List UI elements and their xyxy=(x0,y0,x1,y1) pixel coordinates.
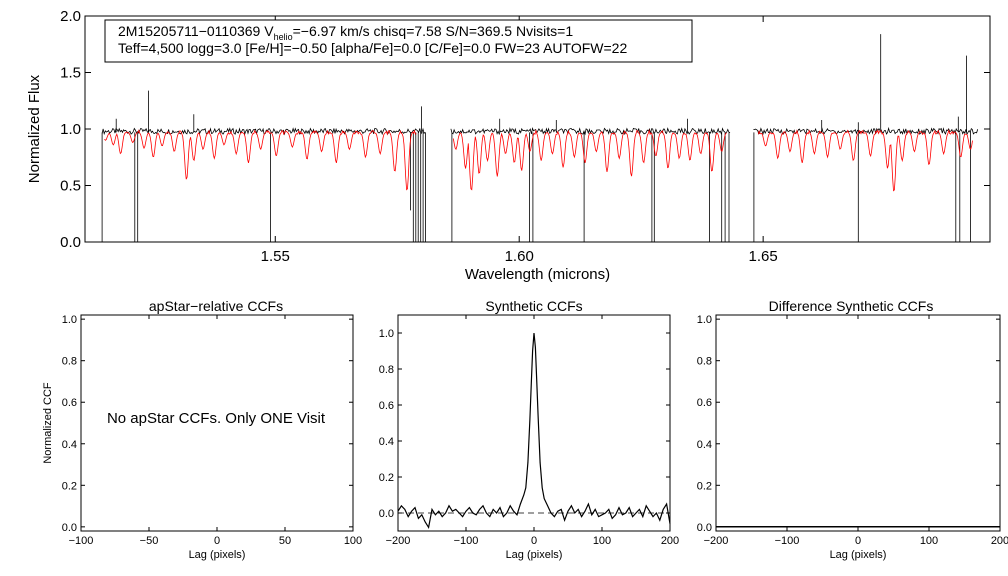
difference-ccf-panel: −200 −100 0 100 200 0.0 0.2 0.4 0.6 0.8 1.0 Lag (pi… xyxy=(697,314,1008,561)
x-tick-label: −50 xyxy=(140,535,159,547)
x-tick-label: −100 xyxy=(454,535,479,547)
x-tick-label: 100 xyxy=(920,535,938,547)
apstar-panel-title: apStar−relative CCFs xyxy=(149,298,283,314)
y-tick-label: 0.8 xyxy=(379,364,394,376)
observed-spectrum-line xyxy=(101,34,979,242)
x-axis-label: Lag (pixels) xyxy=(506,549,563,561)
x-tick-label: 0 xyxy=(214,535,220,547)
y-tick-label: 0.4 xyxy=(379,436,394,448)
x-tick-label: −200 xyxy=(704,535,729,547)
y-tick-label: 0.2 xyxy=(379,472,394,484)
y-tick-label: 0.0 xyxy=(62,522,77,534)
synthetic-ccf-panel: −200 −100 0 100 200 0.0 0.2 0.4 0.6 0.8 1.0 Lag (pi… xyxy=(379,314,679,561)
y-tick-label: 0.6 xyxy=(62,397,77,409)
spectrum-panel: 1.55 1.60 1.65 0.0 0.5 1.0 1.5 2.0 Wavelength (m… xyxy=(26,8,991,283)
y-tick-label: 0.5 xyxy=(60,178,81,195)
synthetic-ccf-line xyxy=(397,332,671,530)
synthetic-panel-title: Synthetic CCFs xyxy=(485,298,582,314)
y-tick-label: 1.0 xyxy=(697,314,712,326)
x-tick-label: 1.65 xyxy=(749,248,778,265)
y-tick-label: 0.4 xyxy=(62,439,77,451)
model-spectrum-line xyxy=(104,128,973,192)
y-tick-label: 2.0 xyxy=(60,8,81,25)
y-tick-label: 1.0 xyxy=(60,121,81,138)
y-tick-label: 0.6 xyxy=(697,397,712,409)
spectrum-annotation-line2: Teff=4,500 logg=3.0 [Fe/H]=−0.50 [alpha/… xyxy=(118,40,627,56)
x-tick-label: −200 xyxy=(386,535,411,547)
plot-frame xyxy=(397,314,671,532)
y-tick-label: 0.0 xyxy=(60,234,81,251)
y-tick-label: 0.2 xyxy=(62,480,77,492)
x-tick-label: 200 xyxy=(991,535,1008,547)
x-tick-label: 100 xyxy=(344,535,362,547)
x-tick-label: −100 xyxy=(69,535,94,547)
x-axis-label: Lag (pixels) xyxy=(830,549,887,561)
apstar-ccf-panel: −100 −50 0 50 100 0.0 0.2 0.4 0.6 0.8 1.0 Lag (pixe… xyxy=(42,314,362,561)
y-tick-label: 0.8 xyxy=(697,356,712,368)
x-tick-label: 200 xyxy=(661,535,679,547)
x-tick-label: 100 xyxy=(593,535,611,547)
x-axis-label: Wavelength (microns) xyxy=(465,266,610,283)
x-tick-label: 0 xyxy=(531,535,537,547)
x-tick-label: −100 xyxy=(775,535,800,547)
y-axis-label: Normalized CCF xyxy=(42,382,54,464)
difference-panel-title: Difference Synthetic CCFs xyxy=(769,298,934,314)
y-tick-label: 0.4 xyxy=(697,439,712,451)
spectrum-annotation-line1: 2M15205711−0110369 Vhelio=−6.97 km/s chi… xyxy=(118,23,573,42)
y-tick-label: 0.2 xyxy=(697,480,712,492)
spectrum-annotation-box xyxy=(104,19,693,63)
apstar-no-data-message: No apStar CCFs. Only ONE Visit xyxy=(107,410,326,427)
y-tick-label: 0.8 xyxy=(62,356,77,368)
y-tick-label: 1.0 xyxy=(379,328,394,340)
y-tick-label: 0.0 xyxy=(379,508,394,520)
y-tick-label: 0.6 xyxy=(379,400,394,412)
y-axis-label: Normalized Flux xyxy=(26,74,43,183)
x-tick-label: 1.55 xyxy=(261,248,290,265)
y-tick-label: 0.0 xyxy=(697,522,712,534)
y-tick-label: 1.5 xyxy=(60,65,81,82)
x-tick-label: 0 xyxy=(855,535,861,547)
x-axis-label: Lag (pixels) xyxy=(189,549,246,561)
x-tick-label: 1.60 xyxy=(505,248,534,265)
x-tick-label: 50 xyxy=(279,535,291,547)
y-tick-label: 1.0 xyxy=(62,314,77,326)
plot-frame xyxy=(715,314,1001,532)
